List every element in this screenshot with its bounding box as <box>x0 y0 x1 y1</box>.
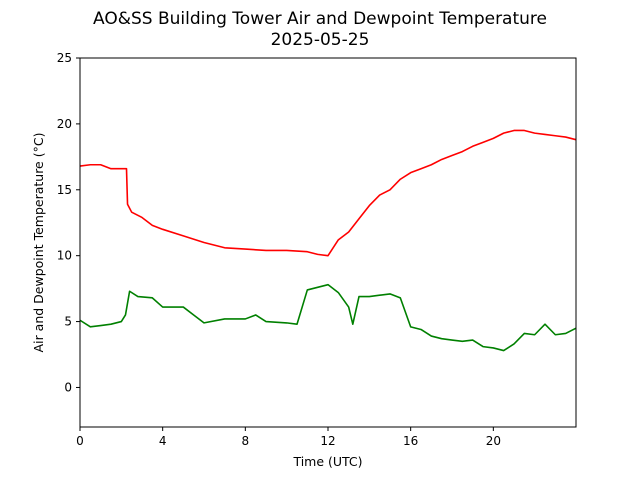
chart-subtitle: 2025-05-25 <box>271 30 370 50</box>
x-tick-label: 4 <box>159 434 167 448</box>
y-axis-label: Air and Dewpoint Temperature (°C) <box>31 133 46 353</box>
x-tick-label: 0 <box>76 434 84 448</box>
chart-title: AO&SS Building Tower Air and Dewpoint Te… <box>93 9 547 29</box>
y-tick-label: 10 <box>57 249 72 263</box>
x-tick-label: 12 <box>320 434 335 448</box>
y-tick-label: 20 <box>57 117 72 131</box>
x-tick-label: 16 <box>403 434 418 448</box>
x-tick-label: 8 <box>242 434 250 448</box>
x-axis-label: Time (UTC) <box>292 454 362 469</box>
series-layer <box>79 129 577 352</box>
y-tick-label: 0 <box>64 380 72 394</box>
y-tick-label: 15 <box>57 183 72 197</box>
y-tick-label: 25 <box>57 51 72 65</box>
ticks-layer: 0 4 8 12 16 20 0 5 10 15 20 25 <box>57 51 501 448</box>
dewpoint-temperature-line <box>79 283 577 352</box>
x-tick-label: 20 <box>486 434 501 448</box>
plot-frame <box>79 57 577 428</box>
air-temperature-line <box>79 129 577 257</box>
y-tick-label: 5 <box>64 315 72 329</box>
